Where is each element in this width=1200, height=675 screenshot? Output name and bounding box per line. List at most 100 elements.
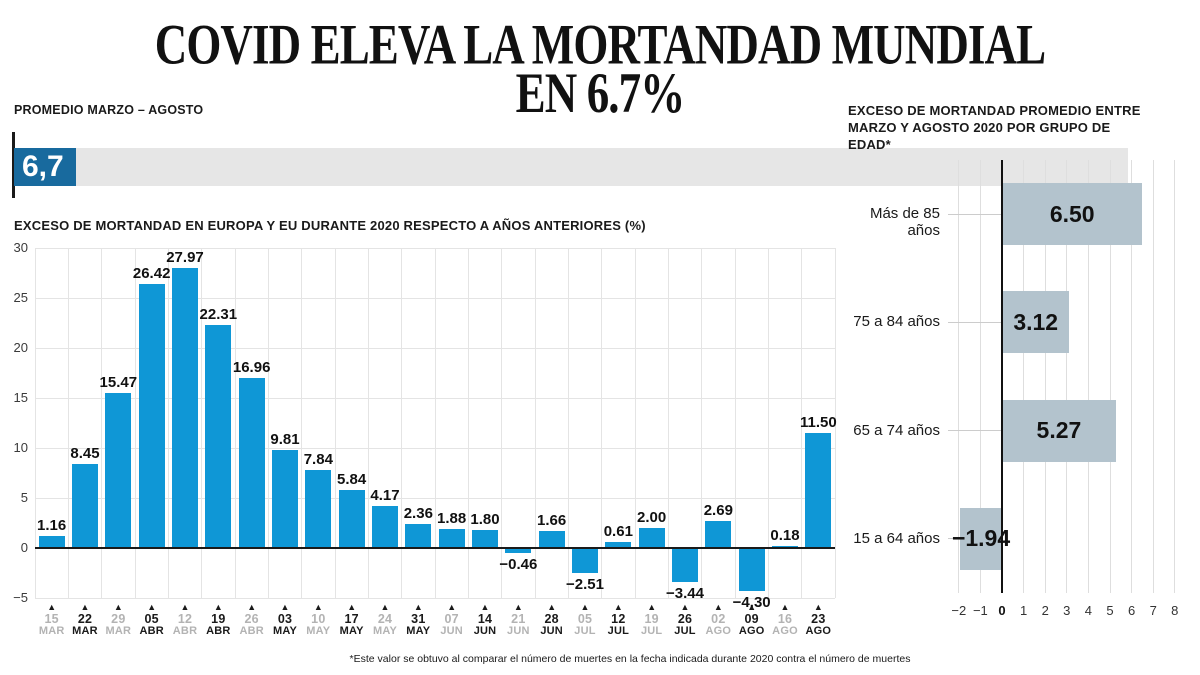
x-tick-marker-icon: ▲ (313, 602, 323, 612)
x-tick-month: MAY (339, 625, 364, 637)
x-tick-day: 15 (44, 612, 59, 626)
gridline-v (367, 248, 369, 598)
x-tick-day: 05 (144, 612, 159, 626)
x-tick-label: 0 (998, 603, 1006, 618)
gridline-v (67, 248, 69, 598)
x-tick-marker-icon: ▲ (780, 602, 790, 612)
x-tick-marker-icon: ▲ (180, 602, 190, 612)
x-tick-label: 6 (1127, 603, 1136, 618)
bar-value-label: 2.00 (637, 509, 667, 526)
x-tick-day: 14 (477, 612, 493, 626)
x-tick-day: 29 (111, 612, 126, 626)
bar (472, 530, 498, 548)
age-category-label: 75 a 84 años (853, 313, 940, 331)
x-tick-marker-icon: ▲ (580, 602, 590, 612)
gridline-v (567, 248, 569, 598)
bar (172, 268, 198, 548)
x-tick-marker-icon: ▲ (80, 602, 90, 612)
bar-value-label: 1.66 (537, 512, 567, 530)
x-tick-month: JUN (540, 625, 563, 637)
x-tick-month: ABR (172, 625, 198, 637)
bar (338, 489, 365, 548)
x-tick-label: 8 (1171, 603, 1179, 618)
age-value-label: 3.12 (1013, 308, 1059, 335)
x-tick-marker-icon: ▲ (613, 602, 623, 612)
bar (738, 548, 765, 591)
bar (1002, 291, 1070, 354)
gridline-v (267, 248, 269, 598)
age-category-label: 15 a 64 años (853, 529, 940, 547)
x-tick-day: 21 (511, 612, 526, 626)
bar-value-label: 1.80 (470, 511, 500, 528)
bar-value-label: 26.42 (132, 264, 171, 282)
bar-value-label: 1.16 (37, 517, 67, 535)
x-tick-day: 02 (711, 612, 726, 626)
bar-value-label: 8.45 (70, 444, 100, 462)
bar (1002, 399, 1116, 462)
x-tick-month: JUL (674, 625, 696, 637)
x-tick-marker-icon: ▲ (713, 602, 723, 612)
gridline-v (801, 248, 803, 598)
bar (272, 449, 298, 548)
gridline-v (534, 248, 536, 598)
gridline-v (101, 248, 103, 598)
summary-label: PROMEDIO MARZO – AGOSTO (14, 103, 204, 117)
main-chart-title: EXCESO DE MORTANDAD EN EUROPA Y EU DURAN… (14, 218, 646, 233)
gridline-v (334, 248, 336, 598)
bar (205, 324, 232, 548)
gridline-v (1131, 160, 1133, 593)
x-tick-marker-icon: ▲ (247, 602, 257, 612)
x-tick-day: 12 (177, 612, 193, 626)
y-tick-label: 15 (13, 390, 28, 405)
gridline-v (1174, 160, 1176, 593)
gridline-v (634, 248, 636, 598)
zero-axis-line (1001, 160, 1003, 593)
gridline-h (35, 597, 835, 599)
bar (238, 378, 265, 548)
x-tick-day: 19 (644, 612, 659, 626)
bar (38, 536, 65, 548)
bar (672, 548, 698, 583)
bar-value-label: −3.44 (666, 585, 704, 603)
age-category-label: 65 a 74 años (853, 421, 940, 439)
x-tick-marker-icon: ▲ (547, 602, 557, 612)
x-tick-label: 5 (1106, 603, 1114, 618)
x-tick-day: 09 (744, 612, 759, 626)
age-leader-line (948, 213, 1002, 215)
gridline-v (979, 160, 981, 593)
gridline-v (1109, 160, 1111, 593)
age-category-label: Más de 85 años (869, 205, 940, 240)
gridline-v (401, 248, 403, 598)
bar (138, 283, 165, 548)
bar-value-label: −4.30 (732, 594, 771, 611)
x-tick-day: 10 (311, 612, 326, 626)
x-tick-month: JUN (507, 625, 530, 637)
x-tick-day: 28 (544, 612, 559, 626)
y-tick-label: 30 (13, 240, 28, 255)
x-tick-marker-icon: ▲ (680, 602, 690, 612)
bar (505, 548, 532, 553)
y-tick-label: −5 (13, 590, 28, 605)
gridline-v (767, 248, 769, 598)
title-line-1: COVID ELEVA LA MORTANDAD MUNDIAL (154, 11, 1046, 76)
x-tick-month: MAR (72, 625, 98, 637)
x-tick-marker-icon: ▲ (447, 602, 457, 612)
bar (805, 433, 832, 548)
y-tick-label: 5 (20, 490, 28, 505)
footnote: *Este valor se obtuvo al comparar el núm… (349, 653, 911, 665)
bar (538, 531, 565, 548)
bar-value-label: 22.31 (199, 305, 238, 323)
bar-value-label: 5.84 (337, 470, 367, 488)
gridline-v (1066, 160, 1068, 593)
gridline-v (667, 248, 669, 598)
x-tick-marker-icon: ▲ (147, 602, 157, 612)
x-tick-day: 19 (211, 612, 226, 626)
bar (438, 529, 465, 548)
bar (372, 506, 398, 548)
page-title: COVID ELEVA LA MORTANDAD MUNDIAL EN 6.7% (60, 15, 1140, 121)
x-tick-month: MAR (105, 625, 132, 637)
gridline-v (834, 248, 836, 598)
x-tick-marker-icon: ▲ (480, 602, 490, 612)
bar (605, 541, 632, 548)
x-tick-day: 05 (577, 612, 593, 626)
